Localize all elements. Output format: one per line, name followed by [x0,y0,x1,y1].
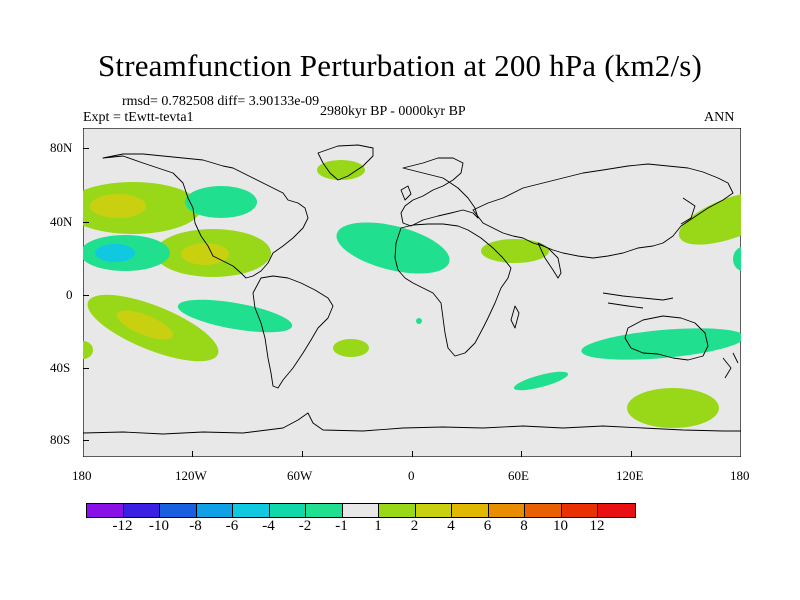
anomaly-tropics-negative [177,299,293,333]
colorbar-label: 12 [589,518,605,534]
coast-australia [624,315,709,361]
anomaly-africa-negative [336,222,450,274]
colorbar-box [233,504,270,517]
colorbar-box [598,504,635,517]
colorbar-box [561,504,598,517]
colorbar-label: 10 [553,518,568,534]
anomaly-indian-ocean-negative [513,371,569,391]
anomaly-greenland-positive [317,160,365,180]
y-tick-80s [83,440,89,441]
anomaly-sw-pacific-negative [83,341,93,359]
colorbar-box [415,504,452,517]
x-tick-60w [302,451,303,457]
colorbar-box [87,504,124,517]
season-label: ANN [704,110,735,125]
world-map [83,128,741,457]
coast-north-america [102,153,309,279]
colorbar-label: -1 [335,518,348,534]
coast-greenland [317,144,374,181]
coast-japan [680,197,696,225]
experiment-label: Expt = tEwtt-tevta1 [83,110,194,125]
colorbar-box [379,504,416,517]
anomaly-npac-positive-core [90,194,146,218]
x-label-120e: 120E [616,468,644,483]
coastlines [83,144,741,435]
y-tick-0 [83,295,89,296]
coast-madagascar [510,305,520,329]
colorbar-box [269,504,306,517]
x-tick-120w [192,451,193,457]
anomaly-gulf-guinea-negative [416,318,422,324]
colorbar [86,503,636,518]
anomaly-antarctic-positive [627,388,719,428]
anomaly-contours [83,160,741,428]
y-label-80s: 80S [50,432,71,447]
colorbar-box [196,504,233,517]
colorbar-box [342,504,379,517]
colorbar-box [488,504,525,517]
anomaly-satl-positive [333,339,369,357]
y-tick-40n [83,222,89,223]
colorbar-label: 4 [447,518,455,534]
x-label-120w: 120W [175,468,207,483]
colorbar-label: 1 [374,518,382,534]
plot-title: Streamfunction Perturbation at 200 hPa (… [97,48,703,83]
colorbar-label: -10 [149,518,169,534]
x-tick-120e [631,451,632,457]
coast-indonesia [602,292,674,309]
anomaly-mexico-positive-core [181,243,229,265]
colorbar-label: -12 [112,518,133,534]
coast-africa [394,223,512,357]
colorbar-box [160,504,197,517]
x-tick-0 [412,451,413,457]
anomaly-canada-negative [185,186,257,218]
coast-antarctica [83,412,741,435]
colorbar-label: 8 [520,518,528,534]
anomaly-india-positive [481,239,549,263]
y-label-40n: 40N [50,214,73,229]
colorbar-box [306,504,343,517]
coast-south-america [252,275,334,389]
coast-india [537,242,562,279]
anomaly-dateline-negative [733,247,741,271]
y-tick-80n [83,148,89,149]
colorbar-box [452,504,489,517]
x-label-60e: 60E [508,468,529,483]
x-label-180w: 180 [72,468,92,483]
x-label-180e: 180 [730,468,750,483]
colorbar-label: -4 [262,518,275,534]
colorbar-box [123,504,160,517]
y-tick-40s [83,368,89,369]
coast-europe [400,157,479,227]
x-tick-60e [521,451,522,457]
anomaly-kamchatka-positive [678,191,741,245]
coast-asia [472,163,734,259]
colorbar-label: -8 [189,518,202,534]
x-label-0: 0 [408,468,415,483]
colorbar-box [525,504,562,517]
y-label-0: 0 [66,287,73,302]
anomaly-hawaii-negative-core [95,244,135,262]
colorbar-label: 6 [483,518,492,534]
coast-british-isles [400,185,412,201]
x-label-60w: 60W [287,468,313,483]
y-label-80n: 80N [50,140,73,155]
y-label-40s: 40S [50,360,71,375]
stats-text: rmsd= 0.782508 diff= 3.90133e-09 [122,94,320,109]
anomaly-spac-positive-core [116,310,174,340]
colorbar-label: -2 [298,518,312,534]
anomaly-australia-negative [581,328,741,360]
period-label: 2980kyr BP - 0000kyr BP [320,104,466,119]
colorbar-label: -6 [225,518,239,534]
coast-new-zealand [722,352,739,379]
colorbar-label: 2 [410,518,419,534]
